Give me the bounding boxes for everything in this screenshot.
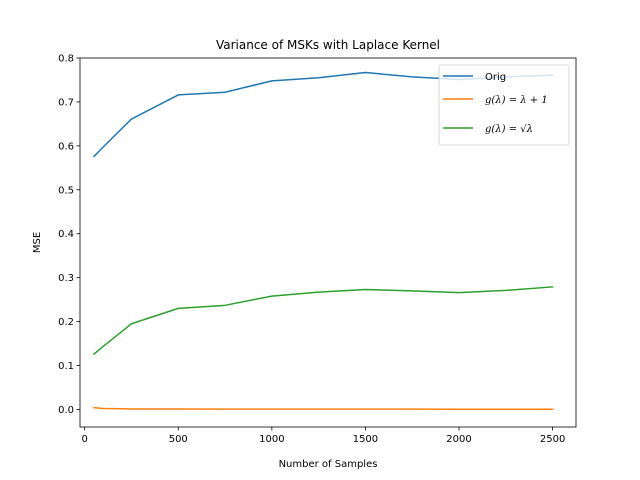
y-axis-label: MSE xyxy=(32,232,43,253)
legend-box xyxy=(438,64,570,146)
x-tick-label: 0 xyxy=(81,434,87,445)
x-tick-label: 2000 xyxy=(446,434,471,445)
y-tick-label: 0.8 xyxy=(58,54,74,65)
y-tick-label: 0.1 xyxy=(58,361,74,372)
legend-label-lambda-plus-one: g(λ) = λ + 1 xyxy=(485,95,548,106)
x-tick-label: 1500 xyxy=(353,434,378,445)
x-tick-label: 2500 xyxy=(540,434,565,445)
y-tick-label: 0.5 xyxy=(58,185,74,196)
y-tick-label: 0.6 xyxy=(58,141,74,152)
chart-title: Variance of MSKs with Laplace Kernel xyxy=(216,38,440,52)
y-tick-label: 0.7 xyxy=(58,97,74,108)
y-tick-label: 0.3 xyxy=(58,273,74,284)
y-axis-ticks: 0.0 0.1 0.2 0.3 0.4 0.5 0.6 0.7 0.8 xyxy=(58,54,80,416)
series-line-sqrt-lambda xyxy=(92,286,554,356)
x-tick-label: 500 xyxy=(169,434,188,445)
y-tick-label: 0.4 xyxy=(58,229,74,240)
legend: Orig g(λ) = λ + 1 g(λ) = √λ xyxy=(438,64,570,146)
y-tick-label: 0.2 xyxy=(58,317,74,328)
x-tick-label: 1000 xyxy=(259,434,284,445)
plot-frame xyxy=(79,57,577,428)
x-axis-ticks: 0 500 1000 1500 2000 2500 xyxy=(81,427,565,445)
series-line-lambda-plus-one xyxy=(93,406,554,410)
legend-label-sqrt-lambda: g(λ) = √λ xyxy=(485,124,533,135)
legend-label-orig: Orig xyxy=(485,72,506,83)
x-axis-label: Number of Samples xyxy=(279,459,378,470)
y-tick-label: 0.0 xyxy=(58,405,74,416)
